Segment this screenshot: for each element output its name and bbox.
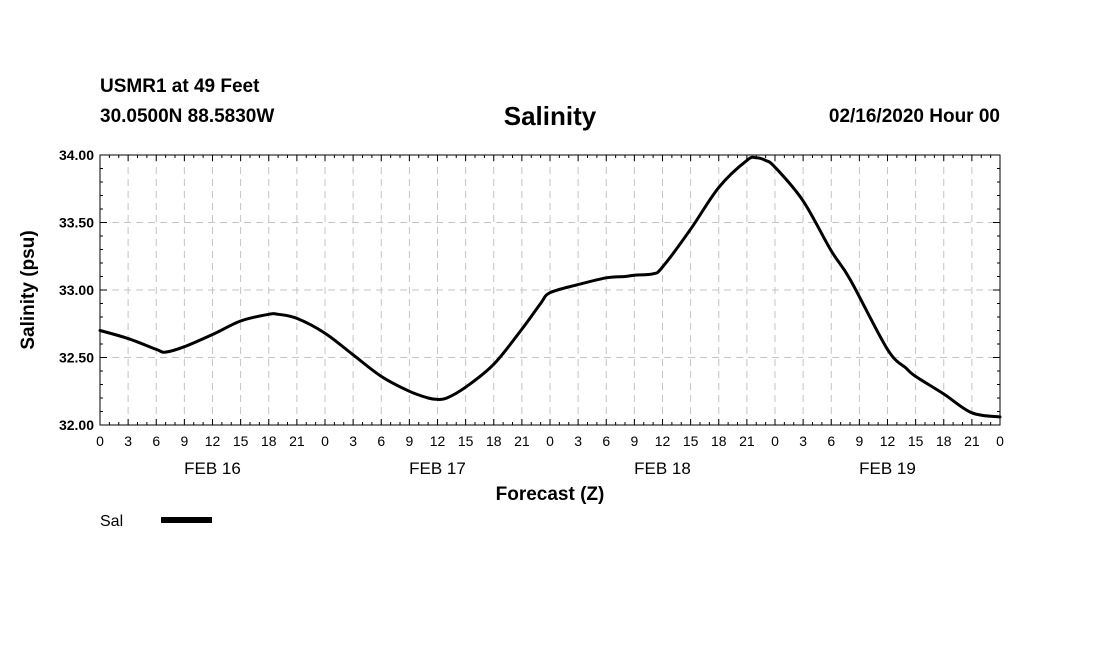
x-tick-label: 15 — [458, 433, 474, 449]
x-tick-label: 3 — [349, 433, 357, 449]
x-tick-label: 0 — [771, 433, 779, 449]
salinity-series-line — [98, 155, 1002, 419]
x-tick-label: 12 — [655, 433, 671, 449]
y-tick-label: 32.50 — [59, 350, 94, 366]
station-coordinates: 30.0500N 88.5830W — [100, 106, 275, 127]
x-tick-label: 21 — [289, 433, 305, 449]
y-tick-label: 33.50 — [59, 215, 94, 231]
x-tick-label: 15 — [683, 433, 699, 449]
day-label: FEB 16 — [184, 459, 241, 478]
legend-swatch — [161, 517, 212, 523]
x-tick-label: 21 — [964, 433, 980, 449]
x-tick-label: 0 — [96, 433, 104, 449]
plot-frame — [99, 154, 1001, 426]
day-label: FEB 18 — [634, 459, 691, 478]
x-tick-label: 6 — [602, 433, 610, 449]
x-tick-label: 6 — [152, 433, 160, 449]
chart-title: Salinity — [503, 101, 597, 131]
y-axis-title: Salinity (psu) — [18, 230, 39, 349]
day-label: FEB 17 — [409, 459, 466, 478]
y-tick-label: 34.00 — [59, 147, 94, 163]
y-tick-label: 32.00 — [59, 417, 94, 433]
x-tick-label: 21 — [514, 433, 530, 449]
x-tick-label: 15 — [233, 433, 249, 449]
x-tick-label: 0 — [321, 433, 329, 449]
x-tick-label: 15 — [908, 433, 924, 449]
x-tick-label: 21 — [739, 433, 755, 449]
x-tick-label: 9 — [630, 433, 638, 449]
x-tick-label: 0 — [996, 433, 1004, 449]
x-axis-title: Forecast (Z) — [496, 484, 605, 505]
axis-labels: 0 3 6 9 12 15 18 21 0 3 6 9 12 15 18 21 0 3 6 9 12 15 18 21 0 3 6 9… — [59, 147, 1004, 478]
station-name: USMR1 at 49 Feet — [100, 76, 260, 97]
x-tick-label: 12 — [430, 433, 446, 449]
x-tick-label: 18 — [711, 433, 727, 449]
x-tick-label: 9 — [855, 433, 863, 449]
x-tick-label: 3 — [799, 433, 807, 449]
forecast-run-time: 02/16/2020 Hour 00 — [828, 106, 1000, 127]
grid-lines — [100, 155, 1000, 425]
x-tick-label: 3 — [124, 433, 132, 449]
x-tick-label: 18 — [486, 433, 502, 449]
x-tick-label: 3 — [574, 433, 582, 449]
x-tick-label: 6 — [377, 433, 385, 449]
y-tick-label: 33.00 — [59, 282, 94, 298]
x-tick-label: 18 — [261, 433, 277, 449]
day-label: FEB 19 — [859, 459, 916, 478]
x-tick-label: 12 — [880, 433, 896, 449]
legend-label: Sal — [100, 513, 123, 530]
x-tick-label: 6 — [827, 433, 835, 449]
x-tick-label: 12 — [205, 433, 221, 449]
x-tick-label: 9 — [180, 433, 188, 449]
x-tick-label: 9 — [405, 433, 413, 449]
x-tick-label: 18 — [936, 433, 952, 449]
x-tick-label: 0 — [546, 433, 554, 449]
